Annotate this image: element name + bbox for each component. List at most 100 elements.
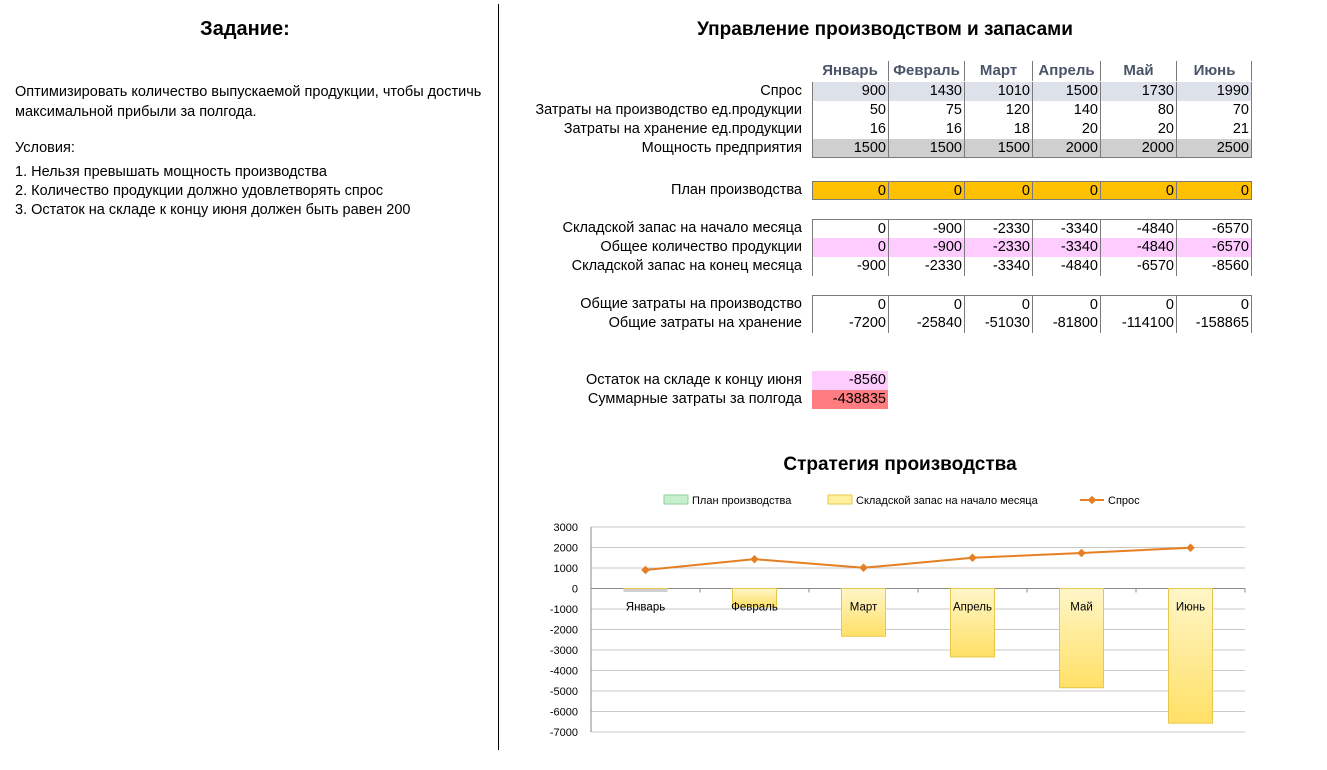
column-header: Январь [822,62,878,79]
data-cell[interactable]: 0 [888,181,964,200]
data-cell[interactable]: -81800 [1032,314,1100,333]
data-cell[interactable]: -4840 [1032,257,1100,276]
row-label: Затраты на хранение ед.продукции [563,121,802,137]
data-cell[interactable]: -7200 [812,314,888,333]
data-cell[interactable]: -158865 [1176,314,1252,333]
column-header: Май [1100,61,1176,81]
stock-bar [1059,588,1104,689]
row-label: Складской запас на конец месяца [571,258,802,274]
row-label: Спрос [760,83,802,99]
task-title: Задание: [200,18,290,40]
legend-swatch [663,494,689,505]
data-cell[interactable]: 75 [888,101,964,120]
data-cell[interactable]: -4840 [1100,219,1176,238]
conditions-list: 1. Нельзя превышать мощность производств… [15,163,411,220]
data-cell[interactable]: -900 [812,257,888,276]
y-tick-label: 3000 [554,522,578,534]
row-label: Общие затраты на хранение [608,315,802,331]
data-cell[interactable]: 0 [1176,181,1252,200]
data-cell[interactable]: 0 [1032,295,1100,314]
y-tick-label: 2000 [554,543,578,555]
data-cell[interactable]: 0 [1176,295,1252,314]
data-cell[interactable]: 1430 [888,82,964,101]
data-cell[interactable]: 0 [888,295,964,314]
data-cell[interactable]: 900 [812,82,888,101]
data-cell[interactable]: 1990 [1176,82,1252,101]
data-cell[interactable]: 1730 [1100,82,1176,101]
data-cell[interactable]: -3340 [964,257,1032,276]
data-cell[interactable]: -114100 [1100,314,1176,333]
data-cell[interactable]: -6570 [1100,257,1176,276]
stock-bar [841,588,886,637]
demand-line [645,546,1191,572]
data-cell[interactable]: -2330 [964,238,1032,257]
data-cell[interactable]: 16 [888,120,964,139]
data-cell[interactable]: 0 [1100,181,1176,200]
legend-label: Складской запас на начало месяца [856,495,1039,507]
stock-bar [732,588,777,608]
row-label: Складской запас на начало месяца [562,220,802,236]
data-cell[interactable]: -900 [888,238,964,257]
data-cell[interactable]: 2000 [1100,139,1176,158]
data-cell[interactable]: 1500 [1032,82,1100,101]
data-cell[interactable]: 80 [1100,101,1176,120]
header-right-border [1251,61,1252,81]
data-cell[interactable]: -8560 [1176,257,1252,276]
data-cell[interactable]: 20 [1100,120,1176,139]
data-cell[interactable]: -900 [888,219,964,238]
column-header: Февраль [888,61,964,81]
data-cell[interactable]: 18 [964,120,1032,139]
data-cell[interactable]: -4840 [1100,238,1176,257]
y-tick-label: -4000 [550,666,578,678]
data-cell[interactable]: 1500 [964,139,1032,158]
summary-label: Суммарные затраты за полгода [587,391,802,407]
stock-bar [623,588,668,590]
summary-value[interactable]: -438835 [812,390,888,409]
data-cell[interactable]: 1500 [812,139,888,158]
demand-point [750,554,759,564]
data-cell[interactable]: 120 [964,101,1032,120]
data-cell[interactable]: -25840 [888,314,964,333]
demand-point [859,563,868,573]
x-tick-label: Май [1070,602,1093,614]
data-cell[interactable]: 0 [964,295,1032,314]
data-cell[interactable]: 0 [1100,295,1176,314]
data-cell[interactable]: -3340 [1032,219,1100,238]
data-cell[interactable]: 0 [812,181,888,200]
data-cell[interactable]: -6570 [1176,238,1252,257]
condition-item: 3. Остаток на складе к концу июня должен… [15,202,411,218]
data-cell[interactable]: -3340 [1032,238,1100,257]
data-cell[interactable]: 140 [1032,101,1100,120]
chart-title: Стратегия производства [783,454,1017,475]
demand-point [1186,543,1195,552]
legend-swatch [827,494,853,505]
data-cell[interactable]: 21 [1176,120,1252,139]
data-cell[interactable]: 16 [812,120,888,139]
data-cell[interactable]: -2330 [964,219,1032,238]
data-cell[interactable]: 0 [964,181,1032,200]
data-cell[interactable]: 20 [1032,120,1100,139]
x-tick-label: Апрель [953,602,992,614]
pane-divider [498,4,499,750]
y-tick-label: 1000 [554,563,578,575]
data-cell[interactable]: 0 [812,295,888,314]
data-cell[interactable]: 0 [1032,181,1100,200]
row-label: Мощность предприятия [641,140,802,156]
data-cell[interactable]: 0 [812,219,888,238]
data-cell[interactable]: 1500 [888,139,964,158]
data-cell[interactable]: -6570 [1176,219,1252,238]
legend-label: План производства [692,495,792,507]
data-cell[interactable]: 50 [812,101,888,120]
data-cell[interactable]: 2000 [1032,139,1100,158]
demand-point [641,565,650,575]
data-cell[interactable]: 2500 [1176,139,1252,158]
data-cell[interactable]: 0 [812,238,888,257]
summary-value[interactable]: -8560 [812,371,888,390]
data-cell[interactable]: 70 [1176,101,1252,120]
data-cell[interactable]: 1010 [964,82,1032,101]
demand-point [1077,548,1086,558]
data-cell[interactable]: -51030 [964,314,1032,333]
data-cell[interactable]: -2330 [888,257,964,276]
conditions-title: Условия: [15,140,75,156]
legend-label: Спрос [1108,495,1140,507]
